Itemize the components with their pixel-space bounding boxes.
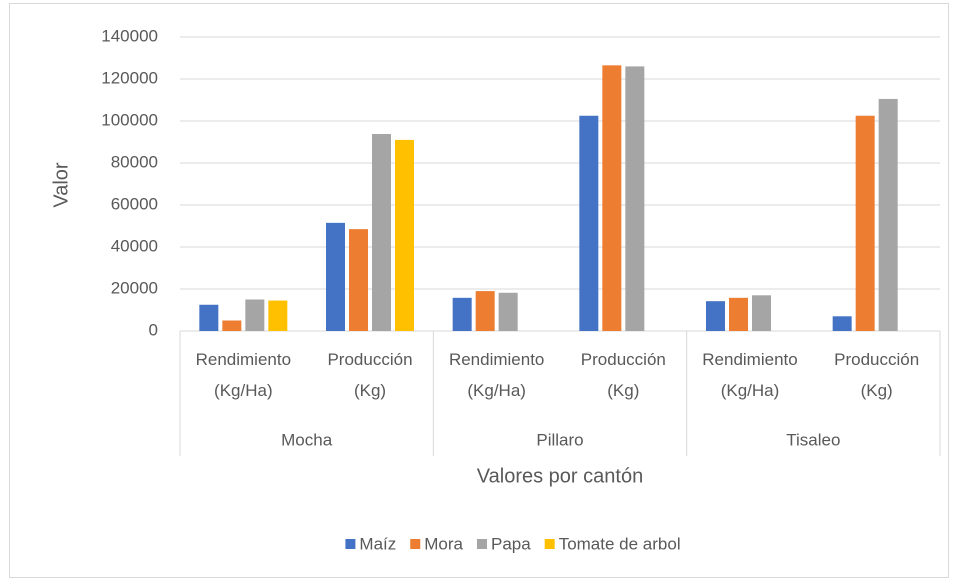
x-tick-label: Producción (Kg) bbox=[834, 350, 919, 400]
bar bbox=[222, 320, 242, 331]
y-tick-label: 60000 bbox=[111, 194, 158, 213]
x-tick-label: Producción (Kg) bbox=[581, 350, 666, 400]
legend-label: Papa bbox=[491, 534, 531, 553]
bar bbox=[326, 222, 345, 331]
bar bbox=[602, 65, 622, 331]
bar bbox=[475, 291, 495, 331]
x-tick-label: Rendimiento (Kg/Ha) bbox=[702, 350, 797, 400]
y-tick-label: 80000 bbox=[111, 152, 158, 171]
bar bbox=[372, 134, 391, 331]
bar bbox=[199, 304, 219, 331]
bar bbox=[452, 297, 472, 331]
legend-swatch bbox=[476, 539, 487, 549]
x-tick-label: Rendimiento (Kg/Ha) bbox=[449, 350, 544, 400]
group-label: Pillaro bbox=[536, 430, 583, 449]
legend-swatch bbox=[544, 539, 555, 549]
bar bbox=[752, 295, 771, 331]
bar bbox=[498, 292, 518, 331]
bar bbox=[855, 115, 875, 331]
bar bbox=[729, 297, 748, 331]
legend-label: Maíz bbox=[359, 534, 396, 553]
x-tick-label: Rendimiento (Kg/Ha) bbox=[196, 350, 291, 400]
y-tick-label: 40000 bbox=[111, 236, 158, 255]
y-axis-title: Valor bbox=[50, 162, 72, 208]
group-label: Mocha bbox=[281, 430, 333, 449]
bar bbox=[395, 139, 414, 331]
group-label: Tisaleo bbox=[786, 430, 840, 449]
legend: Maíz Mora Papa Tomate de arbol bbox=[345, 534, 681, 553]
bar bbox=[625, 66, 645, 332]
legend-label: Tomate de arbol bbox=[559, 534, 681, 553]
chart-border bbox=[9, 3, 949, 578]
bar bbox=[706, 301, 725, 331]
y-tick-label: 20000 bbox=[111, 278, 158, 297]
bar bbox=[349, 229, 368, 331]
bar bbox=[268, 300, 288, 331]
legend-swatch bbox=[410, 539, 421, 549]
y-tick-label: 140000 bbox=[101, 26, 158, 45]
bar bbox=[832, 316, 852, 331]
legend-label: Mora bbox=[424, 534, 463, 553]
x-tick-label: Producción (Kg) bbox=[327, 350, 412, 400]
y-tick-label: 120000 bbox=[101, 68, 158, 87]
bar bbox=[878, 98, 898, 331]
legend-swatch bbox=[345, 539, 356, 549]
bar bbox=[245, 299, 265, 331]
bar bbox=[579, 115, 599, 331]
y-tick-label: 0 bbox=[149, 320, 158, 339]
x-axis-title: Valores por cantón bbox=[477, 465, 643, 487]
y-tick-label: 100000 bbox=[101, 110, 158, 129]
